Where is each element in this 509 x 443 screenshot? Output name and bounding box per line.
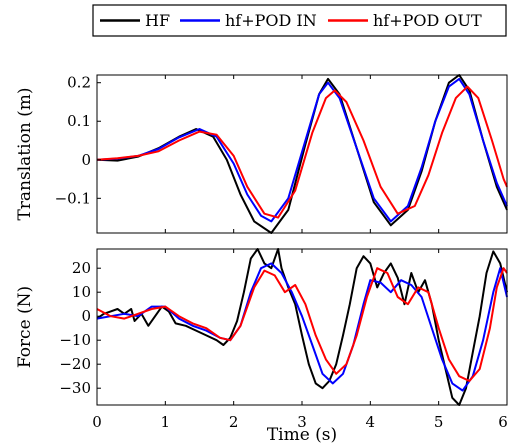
x-tick-label: 2 — [229, 413, 239, 431]
translation-y-tick-label: 0 — [81, 151, 91, 169]
x-tick-label: 3 — [297, 413, 307, 431]
translation-y-tick-label: 0.1 — [67, 112, 91, 130]
force-y-tick-label: 20 — [72, 259, 91, 277]
force-y-tick-label: −30 — [59, 379, 91, 397]
legend-label-hf-pod-out: hf+POD OUT — [373, 11, 482, 30]
x-tick-label: 4 — [366, 413, 376, 431]
x-tick-label: 0 — [92, 413, 102, 431]
x-tick-label: 1 — [161, 413, 171, 431]
force-y-tick-label: −10 — [59, 331, 91, 349]
legend: HF hf+POD IN hf+POD OUT — [92, 4, 507, 37]
x-tick-label: 6 — [498, 413, 508, 431]
legend-label-hf-pod-in: hf+POD IN — [225, 11, 317, 30]
force-y-axis-title: Force (N) — [15, 286, 35, 368]
legend-box — [92, 4, 507, 37]
translation-series — [96, 74, 508, 234]
force-series — [96, 248, 508, 406]
force-series-hf-pod-out — [96, 267, 508, 382]
translation-y-tick-label: −0.1 — [55, 189, 91, 207]
translation-y-tick-label: 0.2 — [67, 74, 91, 92]
x-axis-title: Time (s) — [267, 425, 337, 443]
x-tick-label: 5 — [434, 413, 444, 431]
force-series-hf-pod-in — [96, 262, 508, 392]
translation-series-hf-pod-in — [96, 77, 508, 223]
force-series-hf — [96, 248, 508, 406]
force-y-tick-label: 0 — [81, 307, 91, 325]
translation-panel: 0.2 0.1 0 −0.1 Translation (m) — [15, 74, 508, 234]
translation-y-axis-title: Translation (m) — [15, 87, 35, 220]
translation-series-hf-pod-out — [96, 85, 508, 219]
force-y-tick-label: 10 — [72, 283, 91, 301]
legend-label-hf: HF — [145, 11, 170, 30]
translation-ticks: 0.2 0.1 0 −0.1 — [55, 74, 508, 233]
force-plot-frame — [96, 248, 508, 406]
force-y-tick-label: −20 — [59, 355, 91, 373]
